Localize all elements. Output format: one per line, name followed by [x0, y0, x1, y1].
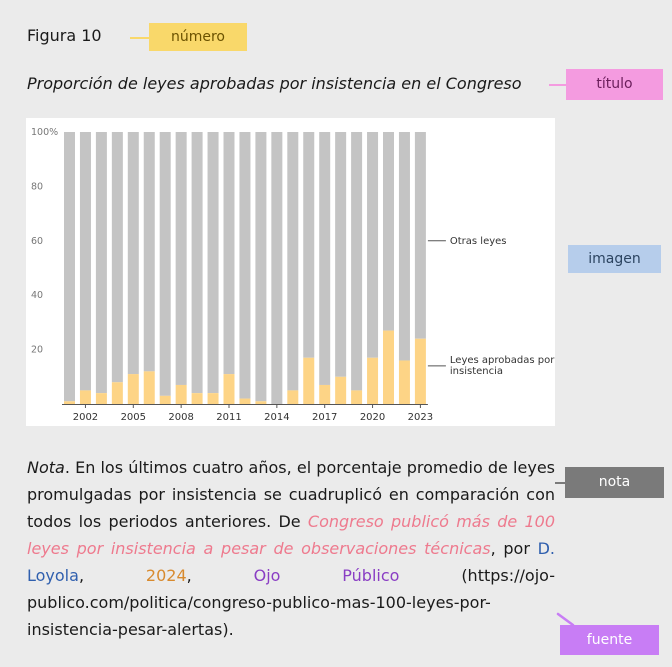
bar-otras-leyes [64, 132, 75, 402]
bar-otras-leyes [239, 132, 251, 399]
bar-leyes-insistencia [287, 390, 299, 404]
bar-otras-leyes [319, 132, 331, 385]
y-tick-label: 20 [31, 345, 43, 356]
bar-leyes-insistencia [303, 357, 315, 404]
bar-leyes-insistencia [223, 374, 235, 404]
bar-leyes-insistencia [383, 330, 394, 404]
bar-leyes-insistencia [79, 390, 91, 404]
y-tick-label: 60 [31, 236, 43, 247]
x-tick-label: 2020 [360, 412, 385, 423]
bar-leyes-insistencia [239, 398, 251, 404]
bar-leyes-insistencia [191, 393, 203, 404]
y-tick-label: 100% [31, 127, 58, 138]
bar-otras-leyes [367, 132, 379, 358]
bar-leyes-insistencia [64, 401, 75, 404]
bar-otras-leyes [143, 132, 155, 372]
tag-fuente: fuente [560, 625, 659, 655]
bar-leyes-insistencia [367, 357, 379, 404]
bar-otras-leyes [191, 132, 203, 394]
x-tick-label: 2023 [408, 412, 433, 423]
bar-leyes-insistencia [159, 395, 171, 404]
x-tick-label: 2005 [121, 412, 146, 423]
source-url: (https://ojo-publico.com/politica/congre… [27, 566, 555, 639]
bar-otras-leyes [159, 132, 171, 396]
x-tick-label: 2011 [216, 412, 241, 423]
bar-leyes-insistencia [398, 360, 410, 404]
bar-leyes-insistencia [143, 371, 155, 404]
note-lead: Nota [27, 458, 65, 477]
x-tick-label: 2002 [73, 412, 98, 423]
figure-title: Proporción de leyes aprobadas por insist… [27, 74, 522, 93]
note-body: . En los últimos cuatro años, el porcent… [27, 458, 555, 531]
legend-label-insistencia: Leyes aprobadas por insistencia [450, 355, 555, 377]
connector-nota [555, 482, 565, 484]
bar-otras-leyes [127, 132, 139, 375]
bar-otras-leyes [79, 132, 91, 391]
bar-otras-leyes [398, 132, 410, 361]
bar-leyes-insistencia [255, 401, 267, 404]
connector-titulo [549, 84, 566, 86]
bar-leyes-insistencia [111, 382, 123, 404]
chart-panel: 100% 80 60 40 20 2002 2005 2008 2011 2014 2017 2020… [26, 118, 555, 426]
connector-numero [130, 37, 149, 39]
bar-otras-leyes [223, 132, 235, 375]
figure-number: Figura 10 [27, 26, 102, 45]
bar-otras-leyes [287, 132, 299, 391]
x-tick-label: 2014 [264, 412, 289, 423]
bar-leyes-insistencia [127, 374, 139, 404]
bar-otras-leyes [335, 132, 347, 377]
source-title: Congreso publicó más de 100 leyes por in… [27, 512, 555, 558]
y-tick-label: 40 [31, 290, 43, 301]
bar-leyes-insistencia [95, 393, 107, 404]
bar-leyes-insistencia [175, 384, 187, 404]
legend-label-otras: Otras leyes [450, 236, 507, 247]
y-tick-label: 80 [31, 181, 43, 192]
x-tick-label: 2008 [168, 412, 193, 423]
source-sep2: , [186, 566, 254, 585]
source-author: D. Loyola [27, 539, 556, 585]
bar-otras-leyes [303, 132, 315, 358]
connector-fuente [556, 612, 575, 627]
bar-otras-leyes [175, 132, 187, 385]
bar-otras-leyes [207, 132, 219, 394]
bar-otras-leyes [95, 132, 107, 394]
bar-chart: 100% 80 60 40 20 2002 2005 2008 2011 2014 2017 2020… [31, 127, 555, 423]
bar-leyes-insistencia [319, 384, 331, 404]
source-publisher: Ojo Público [253, 566, 400, 585]
bar-leyes-insistencia [335, 376, 347, 404]
source-by: , por [490, 539, 538, 558]
bar-leyes-insistencia [414, 338, 426, 404]
bar-otras-leyes [383, 132, 394, 331]
bar-otras-leyes [351, 132, 363, 391]
bar-leyes-insistencia [207, 393, 219, 404]
source-year: 2024 [145, 566, 187, 585]
tag-titulo: título [566, 69, 663, 100]
bar-leyes-insistencia [351, 390, 363, 404]
tag-imagen: imagen [568, 245, 661, 273]
bar-otras-leyes [111, 132, 123, 383]
bar-otras-leyes [255, 132, 267, 402]
x-tick-label: 2017 [312, 412, 337, 423]
tag-nota: nota [565, 467, 664, 498]
bar-otras-leyes [271, 132, 283, 404]
bar-otras-leyes [414, 132, 426, 339]
tag-numero: número [149, 23, 247, 51]
source-sep1: , [78, 566, 146, 585]
figure-note: Nota. En los últimos cuatro años, el por… [27, 454, 555, 643]
